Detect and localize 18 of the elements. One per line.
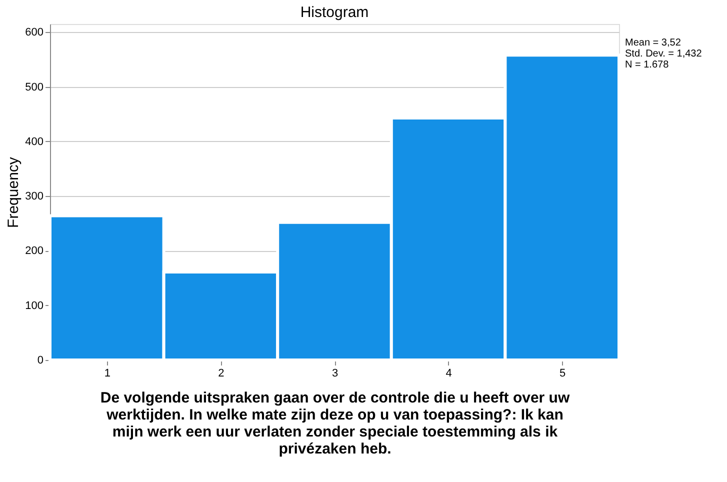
y-axis-title: Frequency xyxy=(5,156,22,228)
y-tick-label: 100 xyxy=(25,300,44,312)
y-tick-label: 300 xyxy=(25,190,44,203)
x-axis-title: De volgende uitspraken gaan over de controle die u heeft over uw werktijden. In welke mate zijn deze op u van toepassing?: Ik kan mijn werk een uur verlaten zonder speciale toestemming als ik privézaken heb. xyxy=(100,390,570,458)
chart-title: Histogram xyxy=(300,4,369,21)
text: Std. Dev. = 1,432 xyxy=(625,48,702,60)
text: N = 1.678 xyxy=(625,60,670,70)
y-tick-label: 500 xyxy=(25,81,44,94)
x-tick-label: 3 xyxy=(332,368,338,380)
x-tick-label: 5 xyxy=(560,368,566,380)
y-tick-label: 0 xyxy=(37,354,44,366)
x-tick-label: 2 xyxy=(218,368,224,380)
x-tick-label: 1 xyxy=(104,368,110,380)
y-tick-label: 600 xyxy=(25,26,44,39)
x-tick-label: 4 xyxy=(446,368,452,380)
y-tick-label: 200 xyxy=(25,245,44,258)
text: Mean = 3,52 xyxy=(625,38,682,48)
y-tick-label: 400 xyxy=(25,136,44,148)
